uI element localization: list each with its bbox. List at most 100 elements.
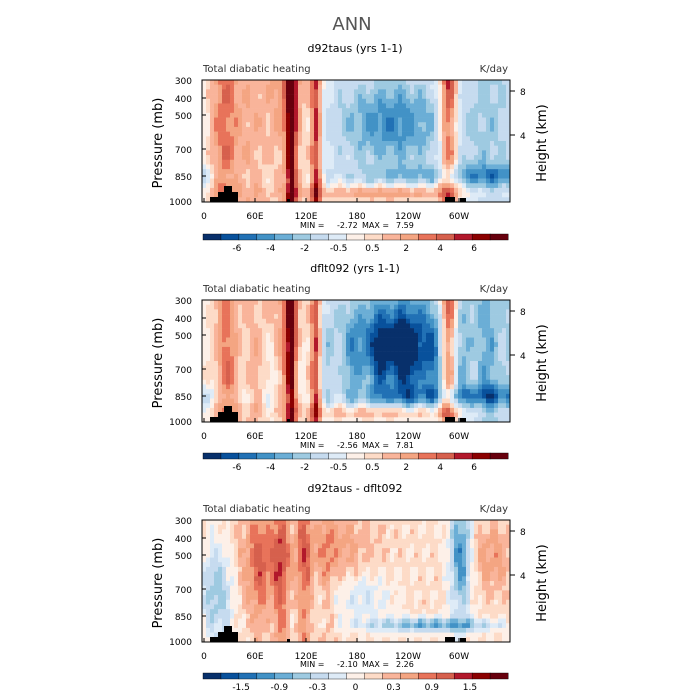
field-cell <box>250 300 255 305</box>
field-cell <box>338 520 343 525</box>
field-cell <box>214 178 219 184</box>
field-cell <box>226 393 231 399</box>
field-cell <box>242 412 247 418</box>
field-cell <box>278 94 283 100</box>
field-cell <box>334 183 339 189</box>
field-cell <box>318 403 323 409</box>
field-cell <box>326 342 331 348</box>
field-cell <box>234 524 239 530</box>
field-cell <box>462 164 467 170</box>
field-cell <box>426 543 431 549</box>
field-cell <box>498 375 503 381</box>
field-cell <box>274 552 279 558</box>
field-cell <box>306 103 311 109</box>
field-cell <box>230 548 235 554</box>
field-cell <box>322 155 327 161</box>
field-cell <box>286 328 291 334</box>
field-cell <box>270 398 275 404</box>
field-cell <box>254 89 259 95</box>
field-cell <box>478 164 483 170</box>
field-cell <box>378 524 383 530</box>
field-cell <box>466 384 471 390</box>
field-cell <box>418 80 423 85</box>
field-cell <box>398 384 403 390</box>
field-cell <box>222 328 227 334</box>
field-cell <box>494 389 499 395</box>
field-cell <box>270 524 275 530</box>
field-cell <box>354 524 359 530</box>
field-cell <box>278 407 283 413</box>
field-cell <box>318 552 323 558</box>
field-cell <box>330 150 335 156</box>
field-cell <box>390 164 395 170</box>
field-cell <box>314 346 319 352</box>
field-cell <box>506 150 511 156</box>
field-cell <box>502 192 507 198</box>
field-cell <box>338 117 343 123</box>
field-cell <box>430 534 435 540</box>
field-cell <box>322 164 327 170</box>
field-cell <box>282 389 287 395</box>
field-cell <box>462 393 467 399</box>
field-cell <box>466 309 471 315</box>
field-cell <box>270 562 275 568</box>
field-cell <box>362 393 367 399</box>
field-cell <box>398 543 403 549</box>
field-cell <box>210 164 215 170</box>
field-cell <box>310 318 315 324</box>
field-cell <box>258 98 263 104</box>
field-cell <box>274 155 279 161</box>
field-cell <box>414 543 419 549</box>
field-cell <box>474 159 479 165</box>
field-cell <box>474 351 479 357</box>
field-cell <box>466 318 471 324</box>
field-cell <box>222 169 227 175</box>
field-cell <box>286 309 291 315</box>
field-cell <box>410 403 415 409</box>
field-cell <box>466 80 471 85</box>
field-cell <box>214 136 219 142</box>
field-cell <box>282 131 287 137</box>
field-cell <box>486 361 491 366</box>
field-cell <box>278 323 283 329</box>
field-cell <box>258 566 263 572</box>
field-cell <box>294 197 299 203</box>
field-cell <box>310 566 315 572</box>
field-cell <box>422 529 427 535</box>
field-cell <box>270 520 275 525</box>
field-cell <box>374 389 379 395</box>
field-cell <box>426 379 431 385</box>
field-cell <box>466 379 471 385</box>
field-cell <box>234 557 239 563</box>
field-cell <box>258 136 263 142</box>
field-cell <box>306 122 311 128</box>
field-cell <box>282 548 287 554</box>
field-cell <box>222 94 227 100</box>
field-cell <box>210 375 215 381</box>
field-cell <box>462 538 467 544</box>
field-cell <box>462 379 467 385</box>
field-cell <box>498 543 503 549</box>
field-cell <box>306 534 311 540</box>
field-cell <box>214 169 219 175</box>
y-tick-label: 850 <box>175 173 192 183</box>
field-cell <box>290 145 295 151</box>
field-cell <box>202 548 207 554</box>
field-cell <box>450 337 455 343</box>
field-cell <box>326 557 331 563</box>
field-cell <box>430 529 435 535</box>
field-cell <box>210 98 215 104</box>
field-cell <box>362 197 367 203</box>
field-cell <box>310 145 315 151</box>
field-cell <box>438 524 443 530</box>
field-cell <box>498 108 503 114</box>
field-cell <box>390 169 395 175</box>
x-tick-label: 60E <box>246 432 263 442</box>
field-cell <box>230 557 235 563</box>
field-cell <box>254 318 259 324</box>
field-cell <box>206 84 211 90</box>
field-cell <box>226 126 231 132</box>
field-cell <box>494 543 499 549</box>
field-cell <box>314 84 319 90</box>
field-cell <box>326 351 331 357</box>
